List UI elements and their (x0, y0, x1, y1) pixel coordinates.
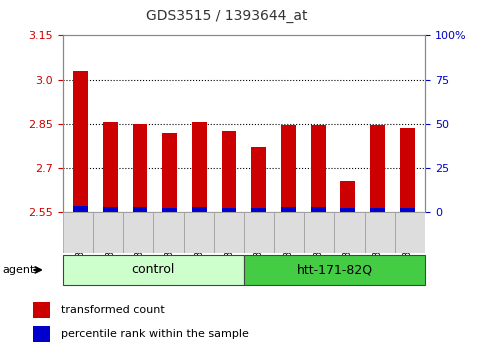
Bar (123, 212, 154, 253)
Bar (274, 212, 304, 253)
Bar (370, 208, 385, 212)
Bar (162, 133, 177, 212)
Bar (251, 148, 266, 212)
Bar (341, 208, 355, 212)
Text: transformed count: transformed count (61, 305, 165, 315)
Bar (281, 207, 296, 212)
Bar (63, 255, 244, 285)
Bar (251, 208, 266, 212)
Bar (132, 207, 147, 212)
Bar (335, 212, 365, 253)
Text: control: control (132, 263, 175, 276)
Bar (103, 207, 118, 212)
Bar (400, 208, 414, 212)
Bar (132, 124, 147, 212)
Bar (154, 212, 184, 253)
Bar (400, 128, 414, 212)
Bar (93, 212, 123, 253)
Bar (63, 212, 93, 253)
Bar (33, 326, 50, 342)
Bar (365, 212, 395, 253)
Bar (192, 207, 207, 212)
Bar (244, 212, 274, 253)
Bar (103, 122, 118, 212)
Text: GDS3515 / 1393644_at: GDS3515 / 1393644_at (146, 9, 308, 23)
Bar (370, 125, 385, 212)
Bar (341, 181, 355, 212)
Bar (222, 131, 237, 212)
Bar (162, 208, 177, 212)
Bar (184, 212, 213, 253)
Bar (73, 206, 88, 212)
Bar (33, 302, 50, 318)
Text: agent: agent (2, 265, 35, 275)
Bar (281, 125, 296, 212)
Bar (304, 212, 335, 253)
Text: percentile rank within the sample: percentile rank within the sample (61, 329, 249, 339)
Bar (73, 71, 88, 212)
Bar (311, 125, 326, 212)
Bar (192, 122, 207, 212)
Bar (311, 207, 326, 212)
Text: htt-171-82Q: htt-171-82Q (297, 263, 372, 276)
Bar (222, 208, 237, 212)
Bar (244, 255, 425, 285)
Bar (213, 212, 244, 253)
Bar (395, 212, 425, 253)
